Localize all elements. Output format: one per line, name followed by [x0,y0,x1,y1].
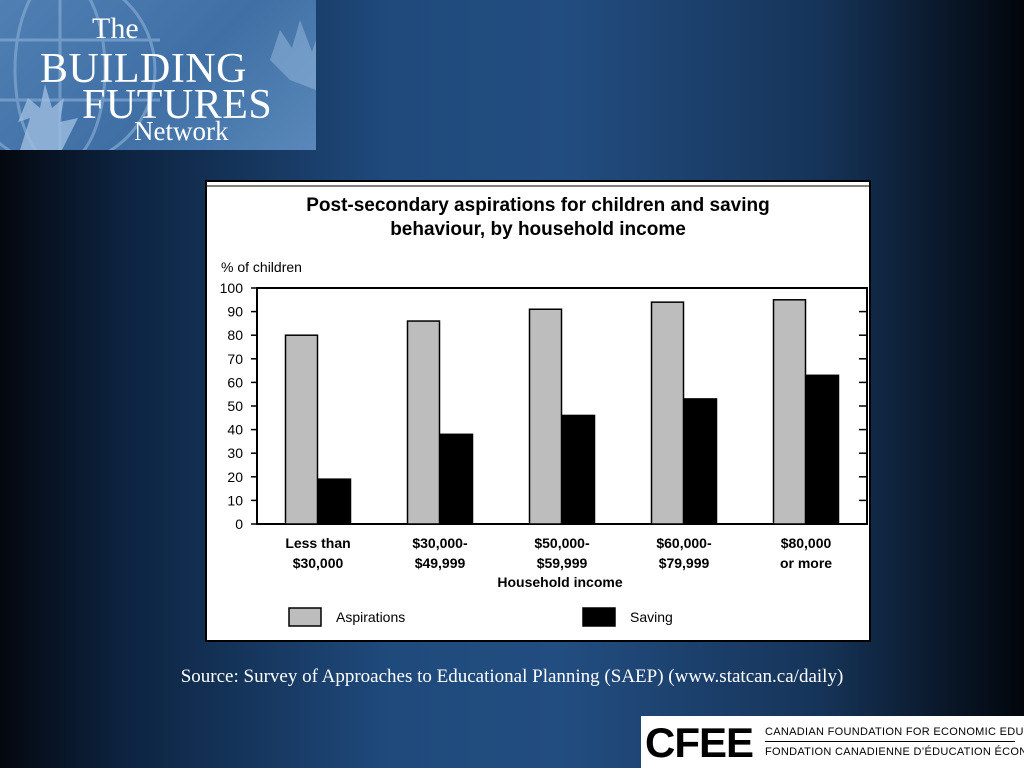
bar-aspirations-1 [284,334,319,525]
x-tick-label-line2: $49,999 [415,555,466,571]
chart-panel: Post-secondary aspirations for children … [205,180,871,642]
y-tick-label: 70 [227,351,243,367]
logo-the: The [92,12,139,45]
logo-network: Network [134,116,229,146]
x-tick-label-line1: Less than [285,535,350,551]
x-tick-label-line2: or more [780,555,832,571]
x-tick-label-line2: $59,999 [537,555,588,571]
bar-saving-5 [805,374,840,525]
bar-aspirations-3 [528,308,563,525]
y-axis-label: % of children [221,259,302,275]
legend-label-saving: Saving [630,609,673,625]
bar-saving-3 [561,414,596,525]
x-axis-label: Household income [497,574,622,590]
bar-saving-4 [683,398,718,525]
y-tick-label: 30 [227,445,243,461]
x-tick-label-line1: $80,000 [781,535,832,551]
chart-outer-frame [205,180,871,642]
legend-swatch-aspirations [288,607,322,627]
bar-aspirations-4 [650,301,685,525]
cfee-logo: CFEE CANADIAN FOUNDATION FOR ECONOMIC ED… [641,716,1024,768]
cfee-divider [765,741,1015,742]
bar-saving-2 [439,433,474,525]
logo-futures: FUTURES [82,82,273,128]
cfee-french-name: FONDATION CANADIENNE D’ÉDUCATION ÉCONOMI… [765,746,1024,758]
y-tick-label: 20 [227,469,243,485]
x-tick-label-line1: $50,000- [534,535,590,551]
chart-title-line1: Post-secondary aspirations for children … [306,195,770,216]
legend-label-aspirations: Aspirations [336,609,405,625]
logo-building: BUILDING [40,46,247,92]
y-tick-label: 40 [227,422,243,438]
cfee-wordmark: CFEE [645,719,754,766]
bar-aspirations-2 [406,320,441,525]
bar-chart: Post-secondary aspirations for children … [205,180,871,642]
source-citation: Source: Survey of Approaches to Educatio… [180,666,844,687]
y-tick-label: 50 [227,398,243,414]
bar-saving-1 [317,478,352,525]
y-tick-label: 60 [227,374,243,390]
y-tick-label: 100 [220,280,244,296]
x-tick-label-line2: $30,000 [293,555,344,571]
y-tick-label: 10 [227,492,243,508]
cfee-english-name: CANADIAN FOUNDATION FOR ECONOMIC EDUCATI… [765,726,1024,738]
y-tick-label: 80 [227,327,243,343]
legend-swatch-saving [582,607,616,627]
y-tick-label: 90 [227,304,243,320]
x-tick-label-line1: $30,000- [412,535,468,551]
globe-maple-leaf-icon [0,0,316,150]
building-futures-logo: The BUILDING FUTURES Network [0,0,316,150]
x-tick-label-line2: $79,999 [659,555,710,571]
x-tick-label-line1: $60,000- [656,535,712,551]
chart-title-line2: behaviour, by household income [390,219,686,240]
bar-aspirations-5 [772,299,807,525]
y-tick-label: 0 [235,516,243,532]
